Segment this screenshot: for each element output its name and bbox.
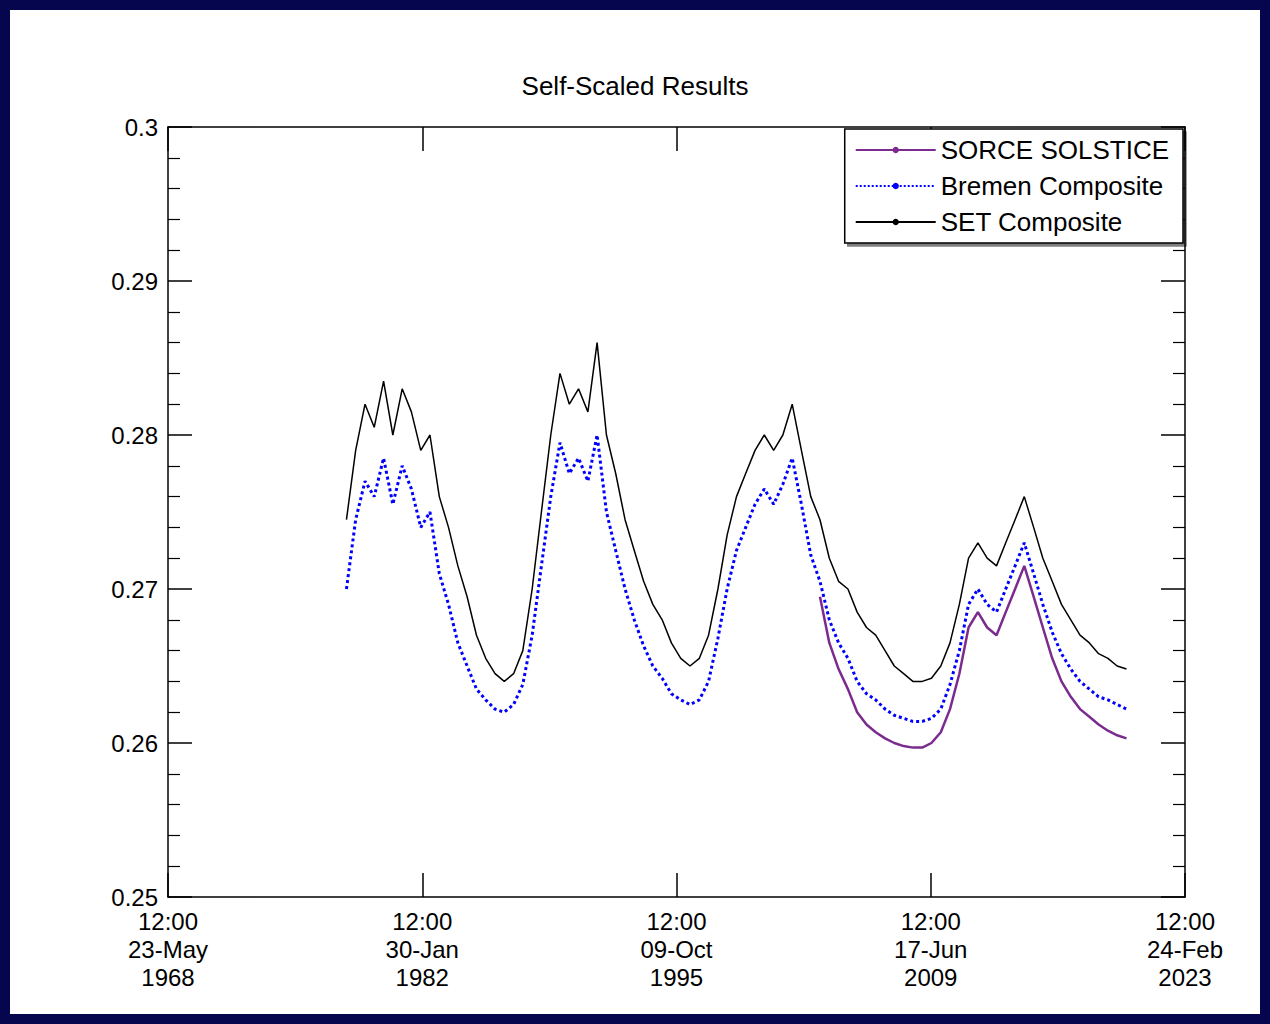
svg-text:1995: 1995	[650, 964, 703, 991]
svg-text:23-May: 23-May	[128, 936, 208, 963]
svg-text:Bremen Composite: Bremen Composite	[941, 171, 1164, 201]
svg-text:1968: 1968	[141, 964, 194, 991]
svg-text:17-Jun: 17-Jun	[894, 936, 967, 963]
svg-text:0.26: 0.26	[111, 730, 158, 757]
svg-text:12:00: 12:00	[138, 908, 198, 935]
svg-text:12:00: 12:00	[1155, 908, 1215, 935]
svg-text:0.28: 0.28	[111, 422, 158, 449]
svg-text:24-Feb: 24-Feb	[1147, 936, 1223, 963]
svg-text:12:00: 12:00	[646, 908, 706, 935]
svg-text:2023: 2023	[1158, 964, 1211, 991]
svg-text:12:00: 12:00	[901, 908, 961, 935]
svg-text:30-Jan: 30-Jan	[386, 936, 459, 963]
svg-text:0.25: 0.25	[111, 884, 158, 911]
svg-text:0.3: 0.3	[125, 114, 158, 141]
svg-text:SORCE SOLSTICE: SORCE SOLSTICE	[941, 135, 1169, 165]
svg-text:1982: 1982	[396, 964, 449, 991]
svg-text:09-Oct: 09-Oct	[640, 936, 712, 963]
svg-text:2009: 2009	[904, 964, 957, 991]
svg-text:0.27: 0.27	[111, 576, 158, 603]
svg-text:Self-Scaled Results: Self-Scaled Results	[522, 71, 749, 101]
svg-text:SET Composite: SET Composite	[941, 207, 1123, 237]
svg-text:12:00: 12:00	[392, 908, 452, 935]
svg-text:0.29: 0.29	[111, 268, 158, 295]
